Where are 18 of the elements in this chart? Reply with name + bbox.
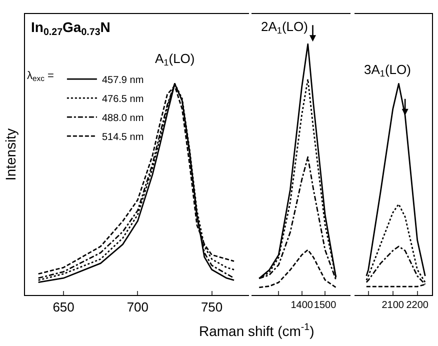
x-tick-label: 650 [52,300,74,315]
y-axis-title: Intensity [2,128,19,181]
x-tick-label: 750 [200,300,223,315]
annotation: 3A$_{1}$(LO) [364,62,411,79]
x-tick-label: 700 [126,300,149,315]
x-tick-label: 2200 [406,300,429,311]
annotation: 2A$_{1}$(LO) [261,19,308,36]
legend-title: λ$_{exc}$ = [27,70,54,84]
legend-label: 514.5 nm [102,132,144,143]
legend-label: 476.5 nm [102,94,144,105]
text: A$_{1}$(LO) [155,51,195,68]
legend-label: 488.0 nm [102,112,144,124]
x-tick-label: 1400 [290,300,314,311]
chart-title: In$_{0.27}$Ga$_{0.73}$N [31,19,110,38]
legend-label: 457.9 nm [102,74,144,86]
x-axis-title: Raman shift (cm$^{-1}$) [199,322,314,339]
x-tick-label: 2100 [382,300,404,311]
x-tick-label: 1500 [314,300,337,311]
